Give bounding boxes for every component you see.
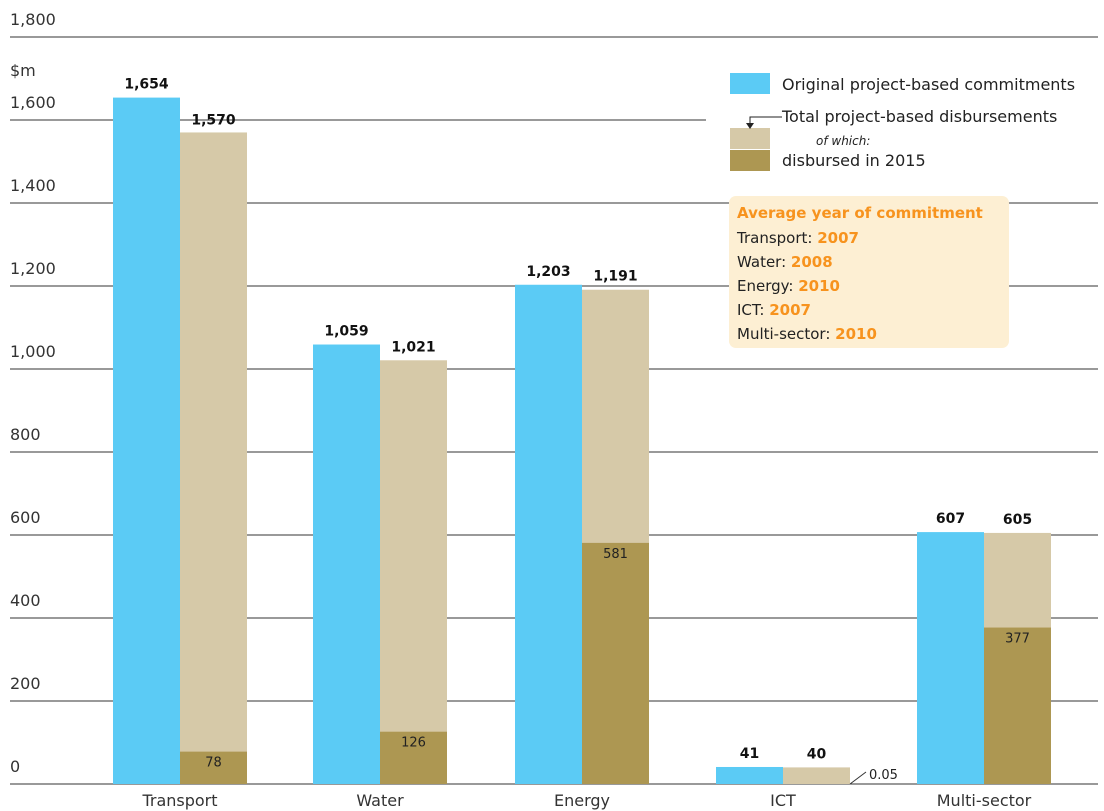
average-year-sector: Energy: xyxy=(737,277,798,295)
category-label: Multi-sector xyxy=(937,791,1032,810)
bar-disbursements xyxy=(180,132,247,784)
average-year-box-bg xyxy=(729,196,1009,348)
average-year-value: 2010 xyxy=(835,325,877,343)
y-tick-label: 200 xyxy=(10,674,41,693)
bar-disbursements xyxy=(783,767,850,784)
y-tick-label: 0 xyxy=(10,757,20,776)
average-year-title: Average year of commitment xyxy=(737,204,983,222)
value-label-disbursements: 1,570 xyxy=(191,112,236,128)
value-label-disbursements: 1,191 xyxy=(593,269,637,285)
legend: Original project-based commitments Total … xyxy=(730,73,1075,171)
average-year-sector: Multi-sector: xyxy=(737,325,835,343)
value-label-disbursements: 40 xyxy=(807,746,827,762)
value-label-commitments: 607 xyxy=(936,511,965,527)
leader-line-2015 xyxy=(849,771,867,785)
value-label-2015: 581 xyxy=(603,547,628,562)
y-tick-label: 1,200 xyxy=(10,259,56,278)
category-label: ICT xyxy=(770,791,796,810)
value-label-2015: 78 xyxy=(205,756,222,771)
bars-layer xyxy=(113,97,1051,785)
bar-disbursed-2015 xyxy=(984,627,1051,784)
legend-swatch-disbursements xyxy=(730,128,770,149)
y-tick-label: 1,000 xyxy=(10,342,56,361)
category-label: Water xyxy=(356,791,404,810)
value-label-commitments: 1,059 xyxy=(324,324,368,340)
average-year-value: 2008 xyxy=(791,253,833,271)
bar-commitments xyxy=(113,97,180,785)
average-year-row: Multi-sector: 2010 xyxy=(737,325,877,343)
legend-swatch-commitments xyxy=(730,73,770,94)
bar-disbursed-2015 xyxy=(180,751,247,784)
y-axis-label: $m xyxy=(10,61,36,80)
legend-label-disbursements: Total project-based disbursements xyxy=(781,107,1057,126)
average-year-box: Average year of commitment Transport: 200… xyxy=(729,196,1009,348)
average-year-row: Water: 2008 xyxy=(737,253,833,271)
value-label-2015: 126 xyxy=(401,736,426,751)
y-tick-label: 400 xyxy=(10,591,41,610)
bar-commitments xyxy=(917,532,984,784)
value-label-commitments: 1,654 xyxy=(124,77,169,93)
bar-disbursements xyxy=(380,360,447,784)
category-label: Energy xyxy=(554,791,610,810)
value-label-commitments: 41 xyxy=(740,746,759,762)
value-label-commitments: 1,203 xyxy=(526,264,570,280)
average-year-sector: Water: xyxy=(737,253,791,271)
average-year-row: Energy: 2010 xyxy=(737,277,840,295)
labels-layer: 0 200 400 600 800 1,000 1,200 1,400 1,600 1,800 78… xyxy=(10,10,1032,810)
average-year-value: 2007 xyxy=(817,229,859,247)
value-label-disbursements: 605 xyxy=(1003,512,1032,528)
bar-disbursed-2015 xyxy=(380,731,447,784)
value-label-2015: 377 xyxy=(1005,632,1030,647)
bar-commitments xyxy=(313,344,380,784)
bar-disbursed-2015 xyxy=(582,542,649,784)
legend-label-commitments: Original project-based commitments xyxy=(782,75,1075,94)
y-tick-label: 1,800 xyxy=(10,10,56,29)
average-year-row: ICT: 2007 xyxy=(737,301,811,319)
average-year-value: 2010 xyxy=(798,277,840,295)
average-year-value: 2007 xyxy=(769,301,811,319)
legend-arrow-head xyxy=(746,123,754,129)
y-tick-label: 1,600 xyxy=(10,93,56,112)
y-tick-label: 1,400 xyxy=(10,176,56,195)
legend-label-of-which: of which: xyxy=(816,134,870,148)
legend-swatch-disbursed-2015 xyxy=(730,150,770,171)
y-tick-label: 600 xyxy=(10,508,41,527)
average-year-sector: ICT: xyxy=(737,301,769,319)
value-label-2015: 0.05 xyxy=(869,768,898,783)
bar-commitments xyxy=(716,766,783,784)
average-year-row: Transport: 2007 xyxy=(736,229,859,247)
category-label: Transport xyxy=(141,791,217,810)
y-tick-label: 800 xyxy=(10,425,41,444)
legend-arrow-line xyxy=(749,116,782,124)
value-label-disbursements: 1,021 xyxy=(391,339,435,355)
average-year-sector: Transport: xyxy=(736,229,817,247)
bar-commitments xyxy=(515,284,582,784)
legend-label-disbursed-2015: disbursed in 2015 xyxy=(782,151,926,170)
